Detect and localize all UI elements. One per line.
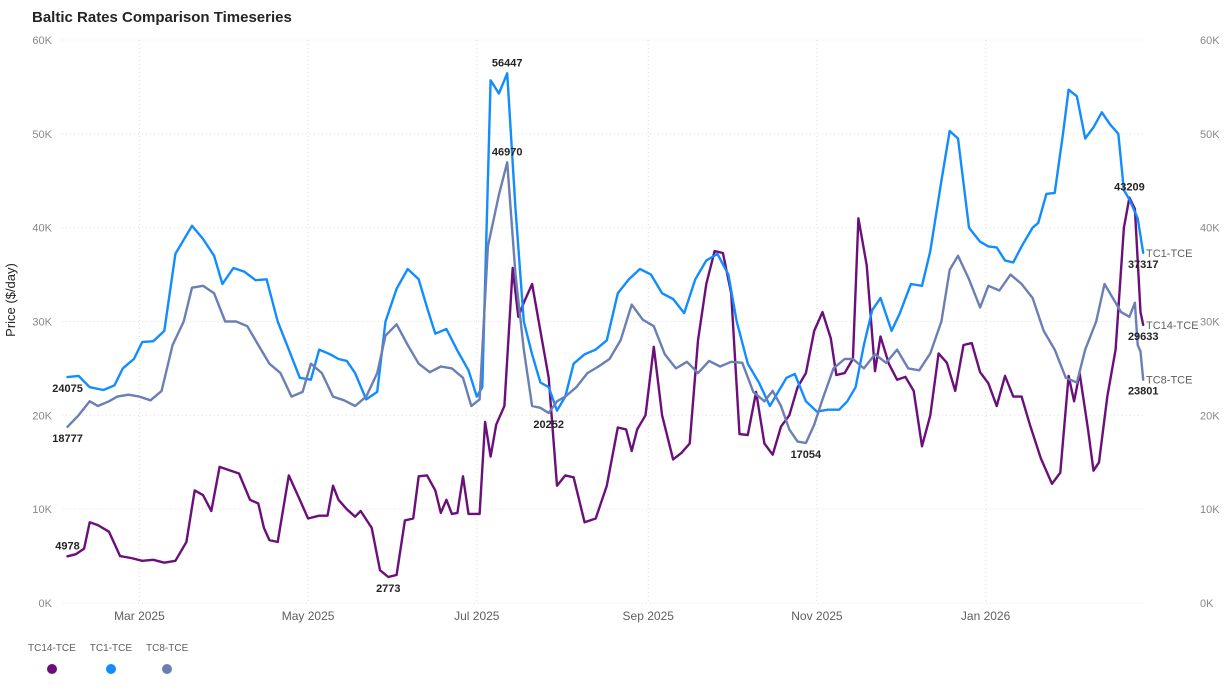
legend-label-tc14: TC14-TCE [28,643,76,654]
y-tick-label-left: 40K [32,223,52,235]
data-label-tc14-tce: 4978 [55,540,79,552]
series-line-tc8-tce[interactable] [66,161,1145,445]
y-tick-label-left: 20K [32,410,52,422]
axes: 0K 0K 10K 10K 20K 20K 30K 30K 40K 40K 50K 50K 60K 60K… [32,35,1220,623]
legend-item-tc14[interactable]: TC14-TCE [28,643,76,674]
series-end-label-tc1-tce: TC1-TCE [1146,248,1192,260]
data-label-tc1-tce: 56447 [492,57,523,69]
y-tick-label-right: 50K [1200,129,1220,141]
line-chart: 0K 0K 10K 10K 20K 20K 30K 30K 40K 40K 50K 50K 60K 60K… [3,35,1220,623]
y-tick-label-left: 50K [32,129,52,141]
legend: TC14-TCE TC1-TCE TC8-TCE [28,643,188,674]
data-label-tc14-tce: 29633 [1128,331,1159,343]
y-tick-label-right: 0K [1200,598,1214,610]
legend-dot-tc14 [46,664,57,674]
y-tick-label-left: 10K [32,504,52,516]
y-tick-label-left: 60K [32,35,52,47]
data-label-tc8-tce: 18777 [52,433,83,445]
data-labels: TC14-TCE TC1-TCE TC8-TCE 24075 18777 4978 2773… [52,57,1198,595]
data-label-tc1-tce: 24075 [52,383,83,395]
x-tick-label: Jul 2025 [454,609,500,623]
chart-title: Baltic Rates Comparison Timeseries [32,9,292,26]
data-label-tc14-tce: 43209 [1114,182,1145,194]
y-tick-label-right: 10K [1200,504,1220,516]
gridlines [62,39,1146,604]
y-tick-label-right: 30K [1200,317,1220,329]
x-tick-label: Mar 2025 [114,609,165,623]
y-tick-label-right: 40K [1200,223,1220,235]
data-label-tc8-tce: 46970 [492,146,523,158]
legend-label-tc1: TC1-TCE [89,643,133,654]
legend-item-tc1[interactable]: TC1-TCE [90,643,132,674]
y-tick-label-right: 60K [1200,35,1220,47]
series-line-tc1-tce[interactable] [66,72,1145,413]
series-lines [66,72,1145,579]
data-label-tc1-tce: 37317 [1128,259,1159,271]
data-label-tc8-tce: 20252 [533,419,564,431]
legend-dot-tc1 [105,664,116,674]
legend-label-tc8: TC8-TCE [146,643,189,654]
y-tick-label-left: 30K [32,317,52,329]
series-end-label-tc14-tce: TC14-TCE [1146,320,1199,332]
data-label-tc8-tce: 23801 [1128,386,1159,398]
x-tick-label: May 2025 [282,609,335,623]
series-end-label-tc8-tce: TC8-TCE [1146,375,1192,387]
y-axis-title: Price ($/day) [3,263,18,337]
y-tick-label-left: 0K [39,598,53,610]
x-tick-label: Jan 2026 [961,609,1011,623]
data-label-tc14-tce: 2773 [376,583,400,595]
data-label-tc8-tce: 17054 [791,449,822,461]
legend-item-tc8[interactable]: TC8-TCE [146,643,188,674]
legend-dot-tc8 [162,664,173,674]
y-tick-label-right: 20K [1200,410,1220,422]
series-line-tc14-tce[interactable] [66,196,1145,579]
x-tick-label: Nov 2025 [791,609,843,623]
x-tick-label: Sep 2025 [623,609,675,623]
